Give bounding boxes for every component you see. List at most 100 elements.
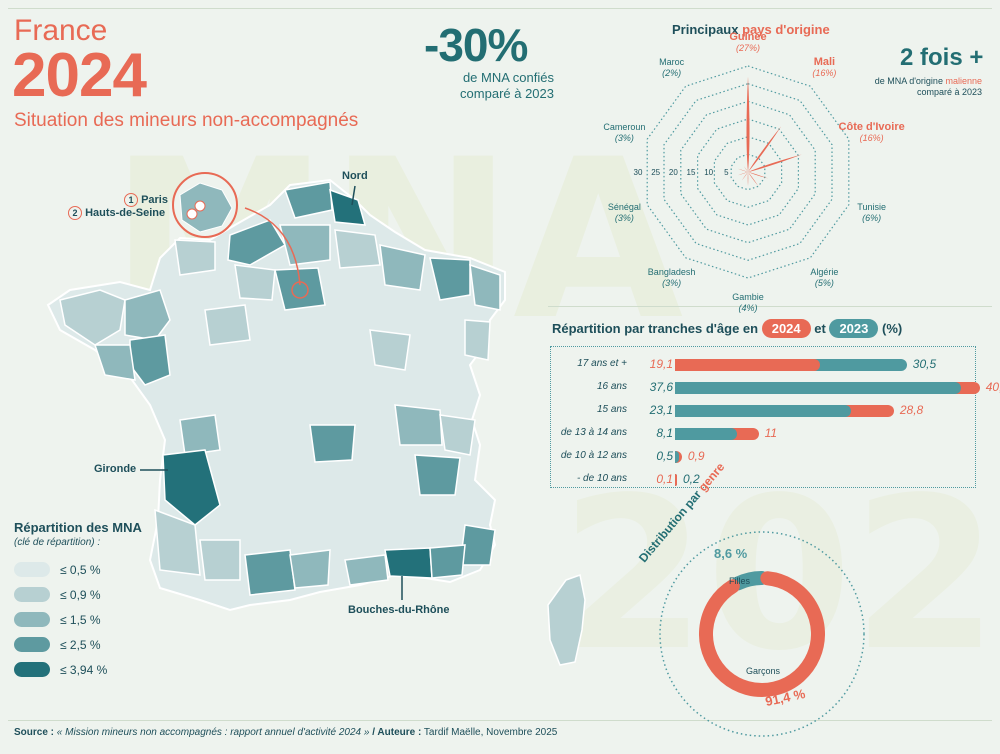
legend-swatch — [14, 612, 50, 627]
age-value-label: 30,5 — [912, 357, 937, 371]
age-value-label: 37,6 — [649, 380, 673, 394]
mainland-outline — [46, 178, 506, 612]
age-row: 15 ans 23,1 28,8 — [551, 401, 971, 421]
radar-scale-label: 10 — [704, 168, 713, 177]
country-title: France — [14, 14, 108, 47]
legend-swatch — [14, 562, 50, 577]
radar-petal — [741, 172, 748, 181]
origin-title: Principaux pays d'origine — [672, 22, 830, 37]
radar-scale-label: 20 — [669, 168, 678, 177]
age-value-label: 23,1 — [649, 403, 673, 417]
radar-country-label: Gambie (4%) — [732, 292, 764, 313]
paris-pointer-line — [244, 207, 301, 286]
radar-ring — [646, 65, 850, 279]
radar-scale-label: 15 — [687, 168, 696, 177]
age-category-label: de 10 à 12 ans — [560, 450, 627, 461]
age-row: - de 10 ans 0,1 0,2 — [551, 470, 971, 490]
kpi-line2: comparé à 2023 — [460, 86, 554, 101]
age-title: Répartition par tranches d'âge en 2024 e… — [552, 319, 903, 338]
kpi-caption: de MNA confiés comparé à 2023 — [380, 70, 554, 102]
legend-subtitle: (clé de répartition) : — [14, 537, 101, 548]
legend-swatch — [14, 637, 50, 652]
radar-scale-label: 5 — [724, 168, 729, 177]
radar-ring — [663, 83, 833, 261]
paris-inset-map — [179, 182, 233, 233]
age-bar-chart: 17 ans et + 19,1 30,5 16 ans 37,6 40,1 15 ans 2… — [550, 346, 1000, 490]
source-line: Source : « Mission mineurs non accompagn… — [14, 727, 558, 738]
age-row: 17 ans et + 19,1 30,5 — [551, 355, 971, 375]
bar-2023 — [675, 382, 961, 394]
paris-dept-marker — [194, 200, 206, 212]
radar-ring — [680, 100, 816, 244]
map-legend: Répartition des MNA (clé de répartition)… — [14, 520, 142, 688]
radar-scale-label: 25 — [651, 168, 660, 177]
bar-2024 — [675, 474, 677, 486]
garcons-label: Garçons — [746, 666, 781, 676]
age-value-label: 19,1 — [649, 357, 673, 371]
radar-ring — [696, 118, 800, 226]
section-divider — [548, 306, 992, 307]
pill-2024: 2024 — [761, 319, 811, 338]
radar-petal — [746, 76, 750, 172]
radar-petal — [743, 166, 748, 172]
radar-country-label: Bangladesh (3%) — [647, 267, 696, 289]
radar-petal — [748, 126, 782, 172]
kpi-value: -30% — [424, 19, 528, 71]
radar-country-label: Sénégal (3%) — [607, 202, 641, 224]
legend-swatch — [14, 587, 50, 602]
radar-country-label: Guinée (27%) — [729, 31, 767, 54]
filles-value: 8,6 % — [714, 546, 748, 561]
age-row: 16 ans 37,6 40,1 — [551, 378, 1000, 398]
radar-country-label: Tunisie (6%) — [857, 202, 886, 224]
radar-petal — [737, 168, 748, 172]
department-patches — [59, 181, 501, 596]
label-nord: Nord — [342, 170, 368, 182]
radar-petal — [748, 172, 769, 179]
bar-2023 — [675, 451, 679, 463]
age-value-label: 8,1 — [656, 426, 673, 440]
corsica-outline — [547, 574, 586, 666]
radar-petal — [737, 172, 748, 176]
radar-country-label: Mali (16%) — [812, 55, 837, 78]
radar-scale-label: 30 — [634, 168, 643, 177]
mali-highlight-caption: de MNA d'origine malienne comparé à 2023 — [858, 76, 982, 98]
kpi-line1: de MNA confiés — [462, 70, 554, 85]
age-row: de 13 à 14 ans 8,1 11 — [551, 424, 971, 444]
legend-label: ≤ 0,5 % — [60, 563, 101, 577]
age-category-label: 15 ans — [596, 404, 627, 415]
mali-highlight-value: 2 fois + — [900, 44, 984, 71]
nord-arrow — [351, 185, 356, 206]
bar-2024 — [675, 359, 821, 371]
radar-country-label: Côte d'Ivoire (16%) — [838, 120, 905, 143]
age-row: de 10 à 12 ans 0,5 0,9 — [551, 447, 971, 467]
hds-text: Hauts-de-Seine — [85, 207, 166, 219]
age-value-label: 0,5 — [656, 449, 673, 463]
age-category-label: - de 10 ans — [576, 473, 627, 484]
age-category-label: 16 ans — [596, 381, 627, 392]
donut-outer-ring — [659, 531, 865, 737]
bar-2023 — [675, 405, 851, 417]
hds-number: 2 — [68, 206, 82, 220]
age-category-label: 17 ans et + — [577, 358, 627, 369]
bottom-divider — [8, 720, 992, 721]
age-value-label: 11 — [764, 426, 778, 440]
mali-highlight-line1: de MNA d'origine malienne — [874, 76, 982, 86]
age-value-label: 40,1 — [985, 380, 1000, 394]
origin-title-b: pays d'origine — [742, 22, 830, 37]
legend-label: ≤ 3,94 % — [60, 663, 108, 677]
paris-text: Paris — [141, 194, 168, 206]
legend-label: ≤ 2,5 % — [60, 638, 101, 652]
label-gironde: Gironde — [94, 463, 137, 475]
legend-swatch — [14, 662, 50, 677]
label-paris: 1 Paris — [124, 193, 168, 207]
hds-dept-marker — [186, 208, 198, 220]
legend-label: ≤ 0,9 % — [60, 588, 101, 602]
page-subtitle: Situation des mineurs non-accompagnés — [14, 110, 359, 131]
age-value-label: 0,2 — [683, 472, 700, 486]
origin-title-a: Principaux — [672, 22, 739, 37]
filles-label: Filles — [729, 576, 751, 586]
radar-ring — [713, 136, 783, 208]
legend-title: Répartition des MNA — [14, 520, 142, 535]
